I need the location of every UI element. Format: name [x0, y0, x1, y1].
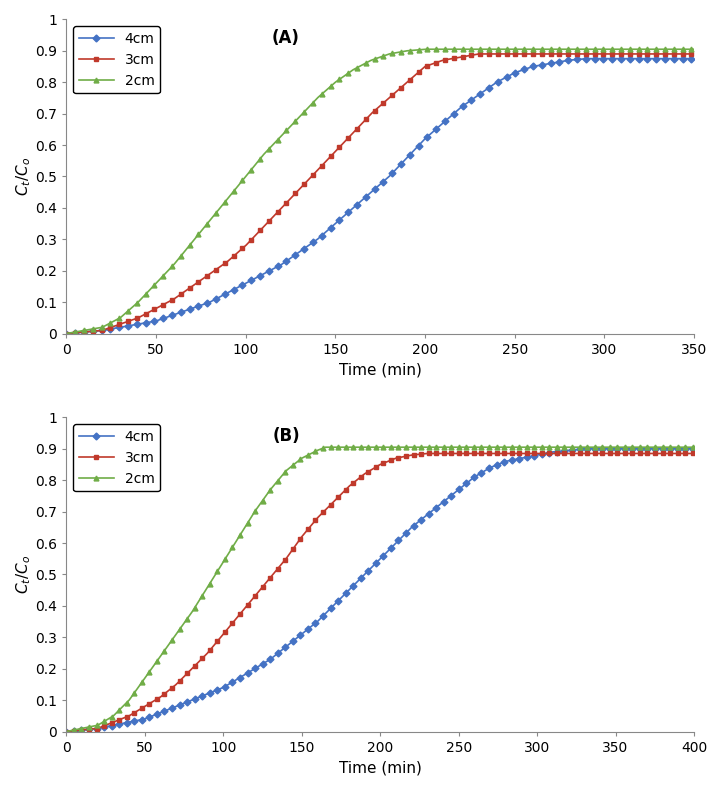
- 3cm: [435, 57, 444, 66]
- Legend: 4cm, 3cm, 2cm: 4cm, 3cm, 2cm: [74, 26, 160, 93]
- Line: 2cm: 2cm: [64, 445, 696, 734]
- 3cm: [402, 78, 410, 88]
- 3cm: [423, 449, 432, 458]
- Text: (B): (B): [273, 427, 300, 445]
- 4cm: [676, 444, 684, 454]
- 3cm: [578, 49, 586, 58]
- Line: 4cm: 4cm: [64, 56, 696, 336]
- Y-axis label: $C_t/C_o$: $C_t/C_o$: [14, 157, 32, 196]
- 3cm: [474, 49, 483, 58]
- 3cm: [364, 112, 373, 122]
- 4cm: [690, 54, 699, 63]
- 4cm: [62, 329, 71, 338]
- 4cm: [690, 444, 699, 454]
- 3cm: [578, 449, 586, 458]
- 3cm: [676, 449, 684, 458]
- 3cm: [437, 449, 446, 458]
- 2cm: [437, 44, 446, 54]
- Line: 3cm: 3cm: [64, 51, 696, 336]
- 2cm: [365, 443, 373, 452]
- Y-axis label: $C_t/C_o$: $C_t/C_o$: [14, 555, 32, 594]
- 3cm: [360, 469, 369, 479]
- 2cm: [578, 44, 586, 54]
- 3cm: [676, 49, 684, 58]
- 2cm: [402, 47, 410, 56]
- 2cm: [62, 329, 71, 338]
- 3cm: [62, 329, 71, 338]
- 4cm: [577, 54, 585, 64]
- 3cm: [364, 467, 373, 477]
- 4cm: [402, 528, 410, 537]
- 4cm: [580, 444, 589, 454]
- 4cm: [62, 727, 71, 736]
- 2cm: [422, 44, 430, 54]
- X-axis label: Time (min): Time (min): [339, 362, 422, 377]
- 4cm: [364, 566, 373, 575]
- 4cm: [583, 54, 591, 63]
- Line: 4cm: 4cm: [64, 447, 696, 734]
- 4cm: [364, 190, 373, 200]
- Text: (A): (A): [272, 29, 300, 47]
- 2cm: [690, 443, 699, 452]
- 2cm: [403, 443, 412, 452]
- 2cm: [437, 443, 446, 452]
- 3cm: [690, 49, 699, 58]
- 4cm: [360, 570, 369, 579]
- Legend: 4cm, 3cm, 2cm: 4cm, 3cm, 2cm: [74, 424, 160, 492]
- 3cm: [360, 116, 369, 125]
- 4cm: [577, 444, 585, 454]
- X-axis label: Time (min): Time (min): [339, 760, 422, 775]
- 2cm: [360, 59, 369, 69]
- Line: 2cm: 2cm: [64, 47, 696, 336]
- Line: 3cm: 3cm: [64, 451, 696, 734]
- 2cm: [321, 443, 329, 452]
- 3cm: [402, 451, 410, 461]
- 4cm: [676, 54, 684, 63]
- 2cm: [62, 727, 71, 736]
- 2cm: [676, 44, 684, 54]
- 2cm: [364, 57, 373, 66]
- 3cm: [62, 727, 71, 736]
- 4cm: [435, 500, 444, 510]
- 2cm: [676, 443, 684, 452]
- 4cm: [360, 193, 369, 203]
- 2cm: [361, 443, 370, 452]
- 2cm: [578, 443, 586, 452]
- 4cm: [402, 154, 410, 163]
- 2cm: [690, 44, 699, 54]
- 3cm: [690, 449, 699, 458]
- 4cm: [435, 121, 444, 130]
